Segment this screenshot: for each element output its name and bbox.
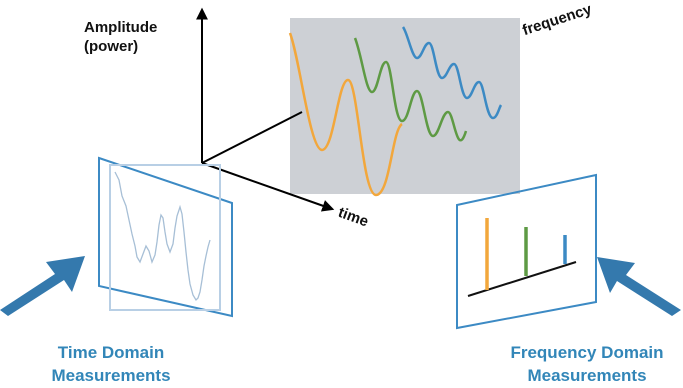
frequency-domain-panel bbox=[456, 173, 597, 330]
amplitude-label-line2: (power) bbox=[84, 38, 139, 55]
frequency-axis bbox=[201, 111, 303, 164]
spectrum-baseline bbox=[467, 261, 577, 297]
blue-waveform bbox=[401, 26, 503, 120]
orange-waveform bbox=[288, 32, 403, 197]
time-domain-caption-line2: Measurements bbox=[51, 366, 171, 385]
frequency-domain-caption: Frequency Domain Measurements bbox=[492, 341, 682, 387]
time-domain-caption: Time Domain Measurements bbox=[28, 341, 194, 387]
arrow-pointing-up-left-icon bbox=[597, 257, 681, 316]
spectrum-plane bbox=[290, 18, 520, 194]
time-axis bbox=[201, 162, 335, 212]
time-domain-caption-line1: Time Domain bbox=[57, 343, 165, 362]
frequency-domain-caption-line1: Frequency Domain bbox=[510, 343, 664, 362]
time-domain-panel bbox=[98, 156, 233, 318]
arrow-pointing-up-right-icon bbox=[0, 256, 85, 316]
time-domain-signal bbox=[114, 171, 211, 302]
time-domain-card bbox=[109, 164, 221, 311]
amplitude-label-line1: Amplitude bbox=[84, 19, 158, 36]
green-waveform bbox=[353, 37, 468, 142]
amplitude-axis-label: Amplitude (power) bbox=[84, 18, 157, 56]
frequency-domain-caption-line2: Measurements bbox=[527, 366, 647, 385]
